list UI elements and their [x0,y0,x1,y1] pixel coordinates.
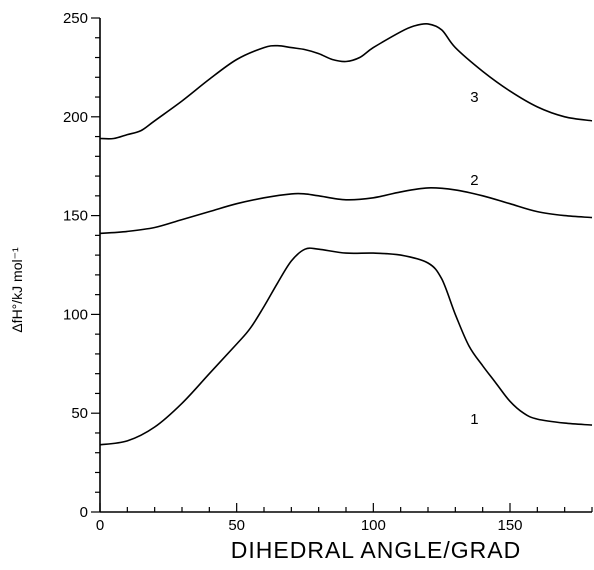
tick-labels: 0 50 100 150 0 50 100 150 200 250 [63,10,523,534]
axes [99,18,592,513]
y-tick-label: 150 [63,208,88,225]
y-tick-label: 50 [71,405,88,422]
y-tick-label: 250 [63,10,88,27]
series-line-2 [99,187,593,235]
x-tick-label: 100 [361,517,386,534]
y-tick-label: 100 [63,306,88,323]
x-tick-label: 50 [228,517,245,534]
series-label-2: 2 [470,172,478,189]
y-tick-label: 0 [80,504,88,521]
curve-labels: 1 2 3 [470,89,478,428]
x-tick-label: 150 [497,517,522,534]
curves [99,22,593,446]
y-axis-title: ΔfH°/kJ mol⁻¹ [9,247,25,333]
ticks [91,17,593,513]
x-tick-label: 0 [96,517,104,534]
series-label-3: 3 [470,89,478,106]
series-line-3 [99,22,593,140]
series-label-1: 1 [470,411,478,428]
y-tick-label: 200 [63,109,88,126]
series-line-1 [99,247,593,446]
x-axis-title: DIHEDRAL ANGLE/GRAD [231,537,521,563]
